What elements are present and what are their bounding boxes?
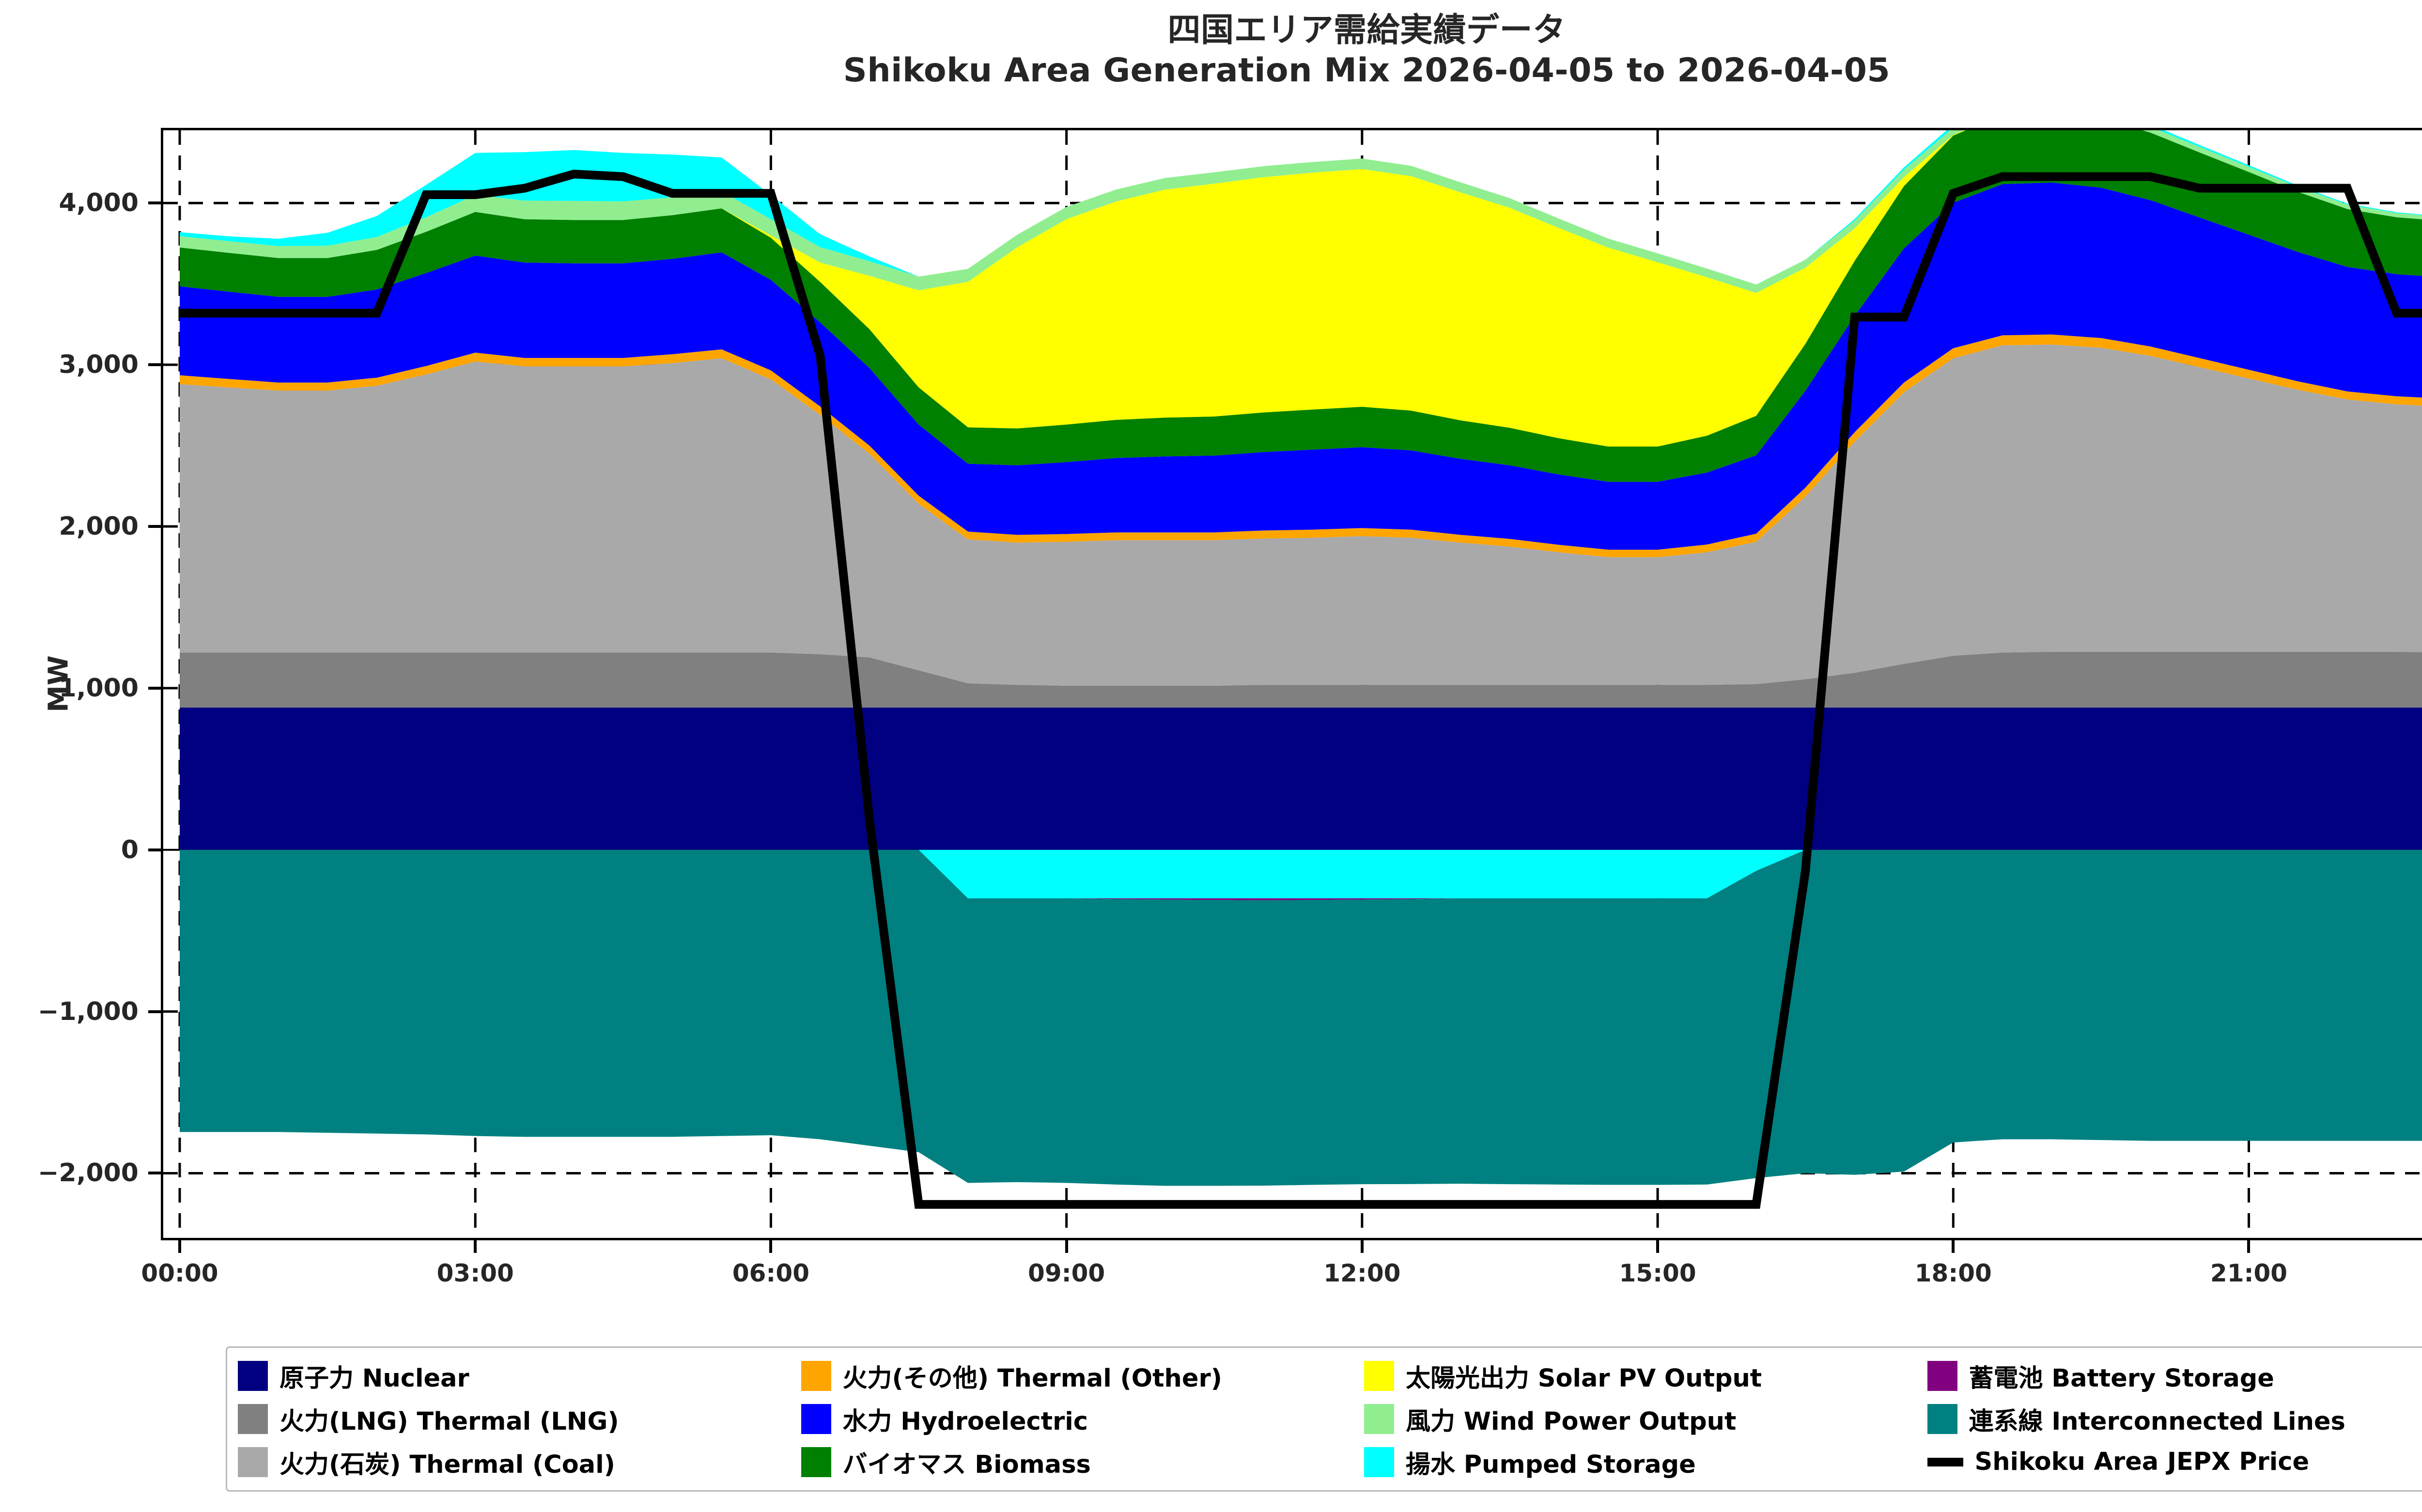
stacked-areas: [180, 130, 2422, 1186]
legend-item-10[interactable]: 連系線 Interconnected Lines: [1927, 1401, 2422, 1437]
y-tick-left-4: 0: [121, 835, 139, 864]
x-tick-4: 12:00: [1323, 1259, 1401, 1287]
chart-title: 四国エリア需給実績データ Shikoku Area Generation Mix…: [0, 11, 2422, 91]
legend-item-0[interactable]: 原子力 Nuclear: [238, 1358, 801, 1394]
price-line: [180, 170, 2422, 1209]
y-tickmark-left-2: [148, 525, 161, 528]
x-tick-1: 03:00: [436, 1259, 514, 1287]
x-tick-6: 18:00: [1914, 1259, 1992, 1287]
legend-swatch-icon-3: [801, 1361, 831, 1391]
legend-swatch-icon-9: [1927, 1361, 1957, 1391]
x-tick-3: 09:00: [1028, 1259, 1105, 1287]
legend-label-6: 太陽光出力 Solar PV Output: [1406, 1364, 1762, 1393]
legend-swatch-icon-2: [238, 1447, 268, 1477]
legend-item-9[interactable]: 蓄電池 Battery Storage: [1927, 1358, 2422, 1394]
x-tickmark-3: [1065, 1240, 1068, 1253]
legend-swatch-icon-4: [801, 1404, 831, 1434]
x-tick-7: 21:00: [2210, 1259, 2288, 1287]
x-tickmark-0: [178, 1240, 181, 1253]
area-火力(石炭) Thermal (Coal): [180, 344, 2422, 686]
area-風力 Wind Power Output: [180, 130, 2422, 293]
legend-label-2: 火力(石炭) Thermal (Coal): [279, 1450, 615, 1479]
legend-item-8[interactable]: 揚水 Pumped Storage: [1364, 1444, 1927, 1480]
x-tickmark-1: [474, 1240, 477, 1253]
chart-svg: [163, 130, 2422, 1238]
y-axis-left-label: MW: [43, 655, 75, 712]
legend-swatch-icon-5: [801, 1447, 831, 1477]
x-tick-5: 15:00: [1619, 1259, 1696, 1287]
x-tickmark-2: [769, 1240, 773, 1253]
legend-item-6[interactable]: 太陽光出力 Solar PV Output: [1364, 1358, 1927, 1394]
y-tickmark-left-3: [148, 686, 161, 690]
area-原子力 Nuclear: [180, 707, 2422, 850]
legend-label-11: Shikoku Area JEPX Price: [1974, 1448, 2310, 1477]
area-揚水 Pumped Storage: [180, 130, 2422, 285]
x-tickmark-4: [1360, 1240, 1364, 1253]
y-tick-left-0: 4,000: [59, 188, 139, 218]
legend-swatch-icon-6: [1364, 1361, 1394, 1391]
title-english: Shikoku Area Generation Mix 2026-04-05 t…: [843, 51, 1891, 90]
y-tickmark-left-5: [148, 1010, 161, 1013]
area-バイオマス Biomass: [180, 130, 2422, 482]
legend-item-2[interactable]: 火力(石炭) Thermal (Coal): [238, 1444, 801, 1480]
area-neg-揚水 Pumped Storage: [180, 849, 2422, 898]
legend-swatch-icon-11: [1927, 1457, 1963, 1466]
legend-label-5: バイオマス Biomass: [842, 1450, 1091, 1479]
y-tick-left-2: 2,000: [59, 511, 139, 541]
area-neg-連系線 Interconnected Lines: [180, 849, 2422, 1186]
legend-label-0: 原子力 Nuclear: [279, 1364, 469, 1393]
legend-swatch-icon-7: [1364, 1404, 1394, 1434]
legend-label-3: 火力(その他) Thermal (Other): [842, 1364, 1222, 1393]
legend-item-11[interactable]: Shikoku Area JEPX Price: [1927, 1448, 2422, 1476]
title-japanese: 四国エリア需給実績データ: [1167, 11, 1566, 49]
area-太陽光出力 Solar PV Output: [180, 130, 2422, 447]
legend-item-3[interactable]: 火力(その他) Thermal (Other): [801, 1358, 1365, 1394]
y-tickmark-left-6: [148, 1172, 161, 1175]
legend-label-9: 蓄電池 Battery Storage: [1969, 1364, 2274, 1393]
x-tickmark-7: [2247, 1240, 2251, 1253]
area-水力 Hydroelectric: [180, 182, 2422, 550]
plot-area: [161, 128, 2422, 1240]
legend-label-4: 水力 Hydroelectric: [842, 1407, 1088, 1436]
x-tick-2: 06:00: [732, 1259, 809, 1287]
y-tick-left-6: −2,000: [37, 1158, 139, 1188]
x-tickmark-5: [1656, 1240, 1660, 1253]
legend-item-1[interactable]: 火力(LNG) Thermal (LNG): [238, 1401, 801, 1437]
legend-label-1: 火力(LNG) Thermal (LNG): [279, 1407, 619, 1436]
legend-swatch-icon-1: [238, 1404, 268, 1434]
legend-item-5[interactable]: バイオマス Biomass: [801, 1444, 1365, 1480]
legend-label-7: 風力 Wind Power Output: [1406, 1407, 1737, 1436]
legend-swatch-icon-10: [1927, 1404, 1957, 1434]
y-tick-left-1: 3,000: [59, 350, 139, 380]
x-tickmark-6: [1952, 1240, 1955, 1253]
legend-item-7[interactable]: 風力 Wind Power Output: [1364, 1401, 1927, 1437]
legend-swatch-icon-8: [1364, 1447, 1394, 1477]
y-tickmark-left-4: [148, 848, 161, 851]
legend-label-10: 連系線 Interconnected Lines: [1969, 1407, 2345, 1436]
x-tick-0: 00:00: [141, 1259, 218, 1287]
legend-item-4[interactable]: 水力 Hydroelectric: [801, 1401, 1365, 1437]
y-tickmark-left-1: [148, 363, 161, 367]
y-tick-left-5: −1,000: [37, 997, 139, 1026]
legend-swatch-icon-0: [238, 1361, 268, 1391]
chart-legend: 原子力 Nuclear 火力(LNG) Thermal (LNG) 火力(石炭) T…: [226, 1346, 2422, 1492]
y-tickmark-left-0: [148, 201, 161, 205]
legend-label-8: 揚水 Pumped Storage: [1406, 1450, 1696, 1479]
area-火力(LNG) Thermal (LNG): [180, 651, 2422, 708]
